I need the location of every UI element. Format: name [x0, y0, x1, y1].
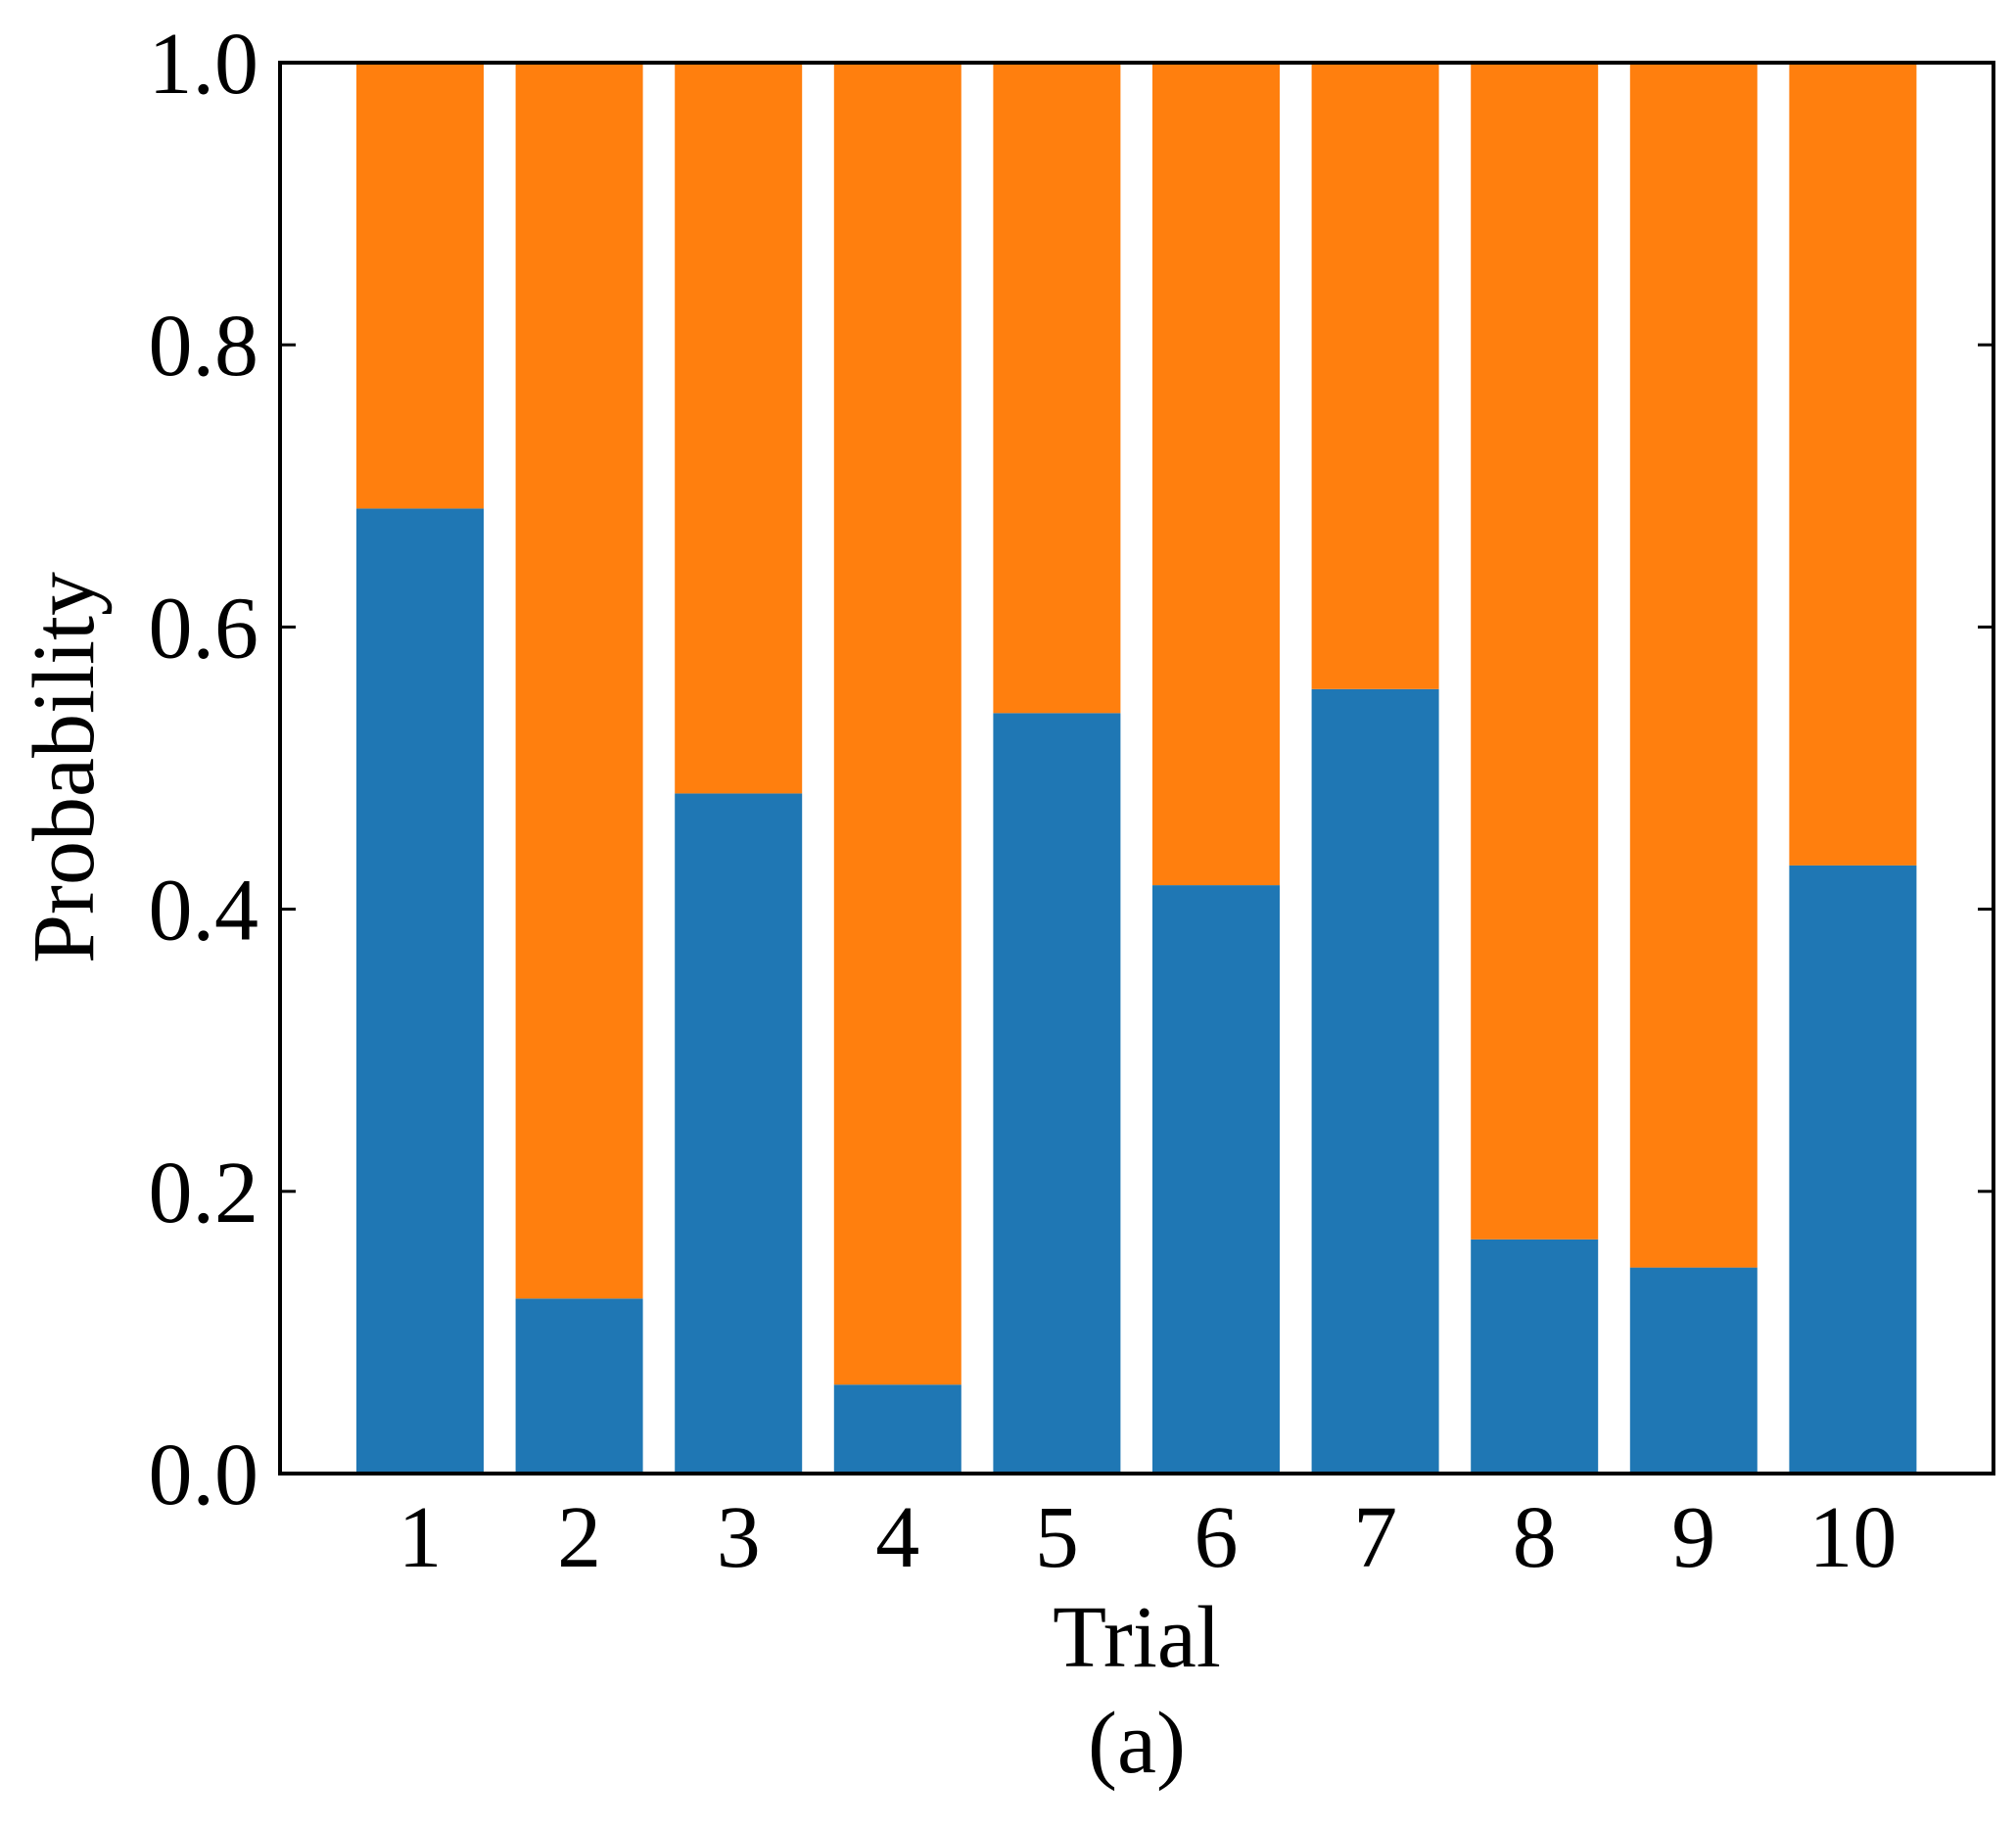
y-tick-label: 1.0	[149, 16, 259, 113]
bar-segment-trial-10-series-1	[1789, 865, 1917, 1474]
bar-segment-trial-1-series-2	[356, 63, 484, 509]
bar-segment-trial-5-series-2	[993, 63, 1121, 714]
x-tick-label: 10	[1808, 1489, 1897, 1586]
x-axis-title: Trial	[1053, 1589, 1221, 1686]
bar-segment-trial-7-series-2	[1311, 63, 1439, 689]
x-axis-ticks: 1 2 3 4 5 6 7 8 9 10	[399, 1489, 1898, 1586]
bar-segment-trial-9-series-1	[1629, 1267, 1758, 1474]
x-tick-label: 6	[1195, 1489, 1239, 1586]
bar-segment-trial-10-series-2	[1789, 63, 1917, 866]
y-axis-title: Probability	[16, 572, 113, 963]
bar-segment-trial-1-series-1	[356, 508, 484, 1474]
y-tick-label: 0.2	[149, 1145, 259, 1241]
bar-segment-trial-2-series-2	[515, 63, 643, 1299]
bar-segment-trial-7-series-1	[1311, 688, 1439, 1474]
bar-segment-trial-3-series-1	[675, 793, 803, 1474]
bars-group	[356, 63, 1917, 1474]
x-tick-label: 2	[557, 1489, 601, 1586]
bar-segment-trial-4-series-1	[833, 1384, 961, 1474]
x-tick-label: 3	[717, 1489, 761, 1586]
y-tick-label: 0.8	[149, 298, 259, 395]
bar-segment-trial-6-series-2	[1152, 63, 1280, 886]
x-tick-label: 9	[1671, 1489, 1715, 1586]
bar-segment-trial-2-series-1	[515, 1298, 643, 1474]
bar-segment-trial-3-series-2	[675, 63, 803, 794]
figure-caption: (a)	[1088, 1695, 1186, 1792]
y-axis-ticks: 0.0 0.2 0.4 0.6 0.8 1.0	[149, 16, 1993, 1523]
bar-segment-trial-6-series-1	[1152, 885, 1280, 1474]
x-tick-label: 4	[875, 1489, 919, 1586]
x-tick-label: 5	[1035, 1489, 1079, 1586]
bar-segment-trial-5-series-1	[993, 713, 1121, 1474]
bar-segment-trial-9-series-2	[1629, 63, 1758, 1268]
x-tick-label: 7	[1353, 1489, 1397, 1586]
y-tick-label: 0.0	[149, 1427, 259, 1523]
bar-segment-trial-8-series-2	[1471, 63, 1599, 1240]
plot-frame	[278, 61, 1995, 1476]
x-tick-label: 8	[1513, 1489, 1557, 1586]
x-tick-label: 1	[399, 1489, 443, 1586]
bar-segment-trial-4-series-2	[833, 63, 961, 1385]
y-tick-label: 0.6	[149, 580, 259, 677]
y-tick-label: 0.4	[149, 863, 259, 960]
bar-segment-trial-8-series-1	[1471, 1239, 1599, 1474]
